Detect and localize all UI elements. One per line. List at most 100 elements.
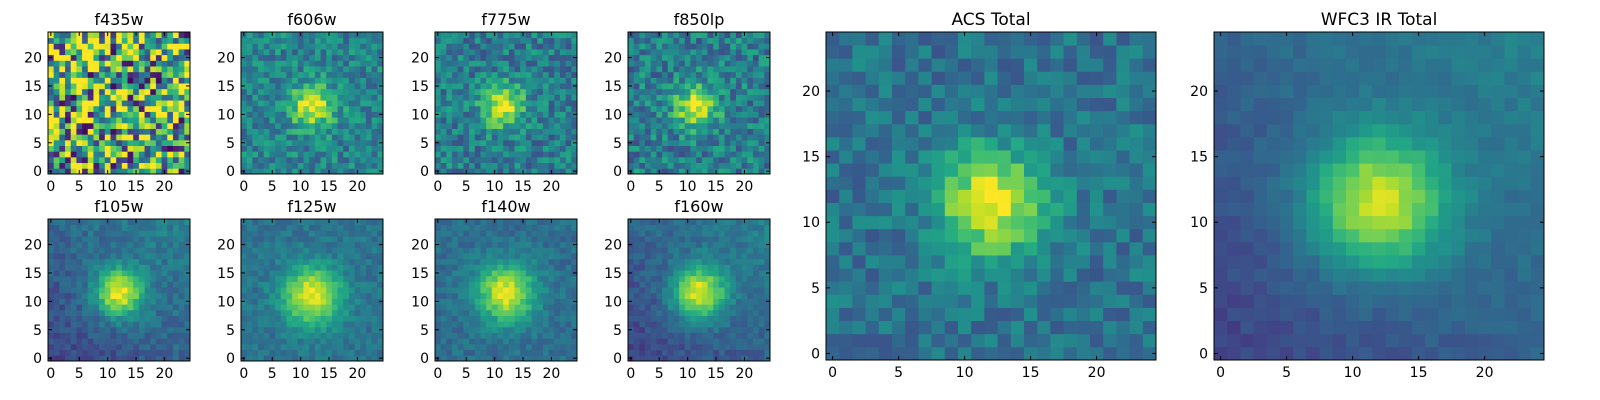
- heatmap-cell: [508, 332, 515, 339]
- heatmap-cell: [503, 122, 510, 129]
- heatmap-cell: [59, 100, 66, 107]
- heatmap-cell: [713, 287, 720, 294]
- heatmap-cell: [377, 37, 384, 44]
- heatmap-cell: [758, 321, 765, 328]
- heatmap-cell: [144, 247, 151, 254]
- heatmap-cell: [735, 292, 742, 299]
- heatmap-cell: [486, 83, 493, 90]
- heatmap-cell: [269, 298, 276, 305]
- heatmap-cell: [309, 168, 316, 175]
- heatmap-cell: [701, 355, 708, 362]
- heatmap-cell: [70, 111, 77, 118]
- heatmap-cell: [764, 287, 771, 294]
- heatmap-cell: [452, 94, 459, 101]
- heatmap-cell: [76, 241, 83, 248]
- heatmap-cell: [258, 309, 265, 316]
- heatmap-cell: [377, 117, 384, 124]
- heatmap-cell: [184, 117, 191, 124]
- heatmap-cell: [343, 32, 350, 39]
- heatmap-cell: [167, 111, 174, 118]
- heatmap-cell: [286, 343, 293, 351]
- heatmap-cell: [99, 105, 106, 112]
- heatmap-cell: [452, 332, 459, 339]
- heatmap-cell: [161, 94, 168, 101]
- heatmap-cell: [161, 230, 168, 237]
- heatmap-cell: [480, 241, 487, 248]
- heatmap-cell: [337, 321, 344, 328]
- heatmap-cell: [679, 315, 686, 322]
- heatmap-cell: [662, 287, 669, 294]
- heatmap-cell: [348, 156, 355, 164]
- heatmap-cell: [628, 321, 635, 328]
- heatmap-cell: [565, 224, 572, 231]
- heatmap-cell: [337, 253, 344, 260]
- heatmap-cell: [150, 275, 157, 282]
- heatmap-cell: [87, 94, 94, 101]
- heatmap-cell: [314, 241, 321, 248]
- heatmap-cell: [343, 122, 350, 129]
- heatmap-cell: [713, 304, 720, 311]
- heatmap-cell: [167, 264, 174, 271]
- heatmap-cell: [184, 315, 191, 322]
- heatmap-cell: [337, 111, 344, 118]
- heatmap-cell: [150, 100, 157, 107]
- heatmap-cell: [365, 326, 373, 333]
- heatmap-cell: [508, 355, 515, 362]
- heatmap-cell: [542, 298, 549, 305]
- heatmap-cell: [497, 145, 504, 152]
- heatmap-cell: [469, 139, 476, 146]
- heatmap-cell: [440, 298, 447, 305]
- heatmap-cell: [127, 77, 134, 84]
- heatmap-cell: [718, 275, 725, 282]
- heatmap-cell: [365, 168, 373, 175]
- heatmap-cell: [480, 253, 487, 260]
- heatmap-cell: [497, 281, 504, 288]
- heatmap-cell: [662, 309, 669, 316]
- heatmap-cell: [480, 247, 487, 254]
- heatmap-cell: [713, 49, 720, 56]
- heatmap-cell: [320, 139, 327, 146]
- heatmap-cell: [503, 349, 510, 356]
- heatmap-cell: [452, 122, 459, 129]
- heatmap-cell: [696, 321, 703, 328]
- heatmap-cell: [348, 304, 355, 311]
- heatmap-cell: [99, 54, 106, 61]
- heatmap-cell: [565, 54, 572, 61]
- heatmap-cell: [314, 88, 321, 95]
- heatmap-cell: [360, 105, 367, 112]
- heatmap-cell: [155, 83, 162, 90]
- heatmap-cell: [331, 224, 338, 231]
- heatmap-cell: [365, 247, 373, 254]
- heatmap-cell: [548, 224, 555, 231]
- heatmap-cell: [735, 71, 742, 78]
- heatmap-cell: [628, 100, 635, 107]
- heatmap-cell: [150, 43, 157, 50]
- heatmap-cell: [377, 304, 384, 311]
- heatmap-cell: [559, 168, 567, 175]
- heatmap-cell: [525, 71, 532, 78]
- heatmap-cell: [263, 332, 270, 339]
- heatmap-cell: [645, 309, 652, 316]
- heatmap-cell: [314, 332, 321, 339]
- heatmap-cell: [752, 343, 760, 351]
- heatmap-cell: [724, 287, 731, 294]
- heatmap-cell: [365, 343, 373, 351]
- heatmap-cell: [554, 134, 561, 141]
- heatmap-cell: [741, 292, 748, 299]
- heatmap-cell: [246, 264, 253, 271]
- heatmap-cell: [435, 49, 442, 56]
- heatmap-cell: [172, 326, 180, 333]
- heatmap-cell: [155, 224, 162, 231]
- heatmap-cell: [116, 156, 123, 164]
- heatmap-cell: [684, 117, 691, 124]
- heatmap-cell: [633, 54, 640, 61]
- heatmap-cell: [354, 128, 361, 135]
- heatmap-cell: [752, 292, 760, 299]
- heatmap-cell: [258, 122, 265, 129]
- heatmap-cell: [150, 88, 157, 95]
- heatmap-cell: [76, 349, 83, 356]
- heatmap-cell: [718, 315, 725, 322]
- heatmap-cell: [292, 338, 299, 345]
- heatmap-cell: [348, 117, 355, 124]
- heatmap-cell: [348, 77, 355, 84]
